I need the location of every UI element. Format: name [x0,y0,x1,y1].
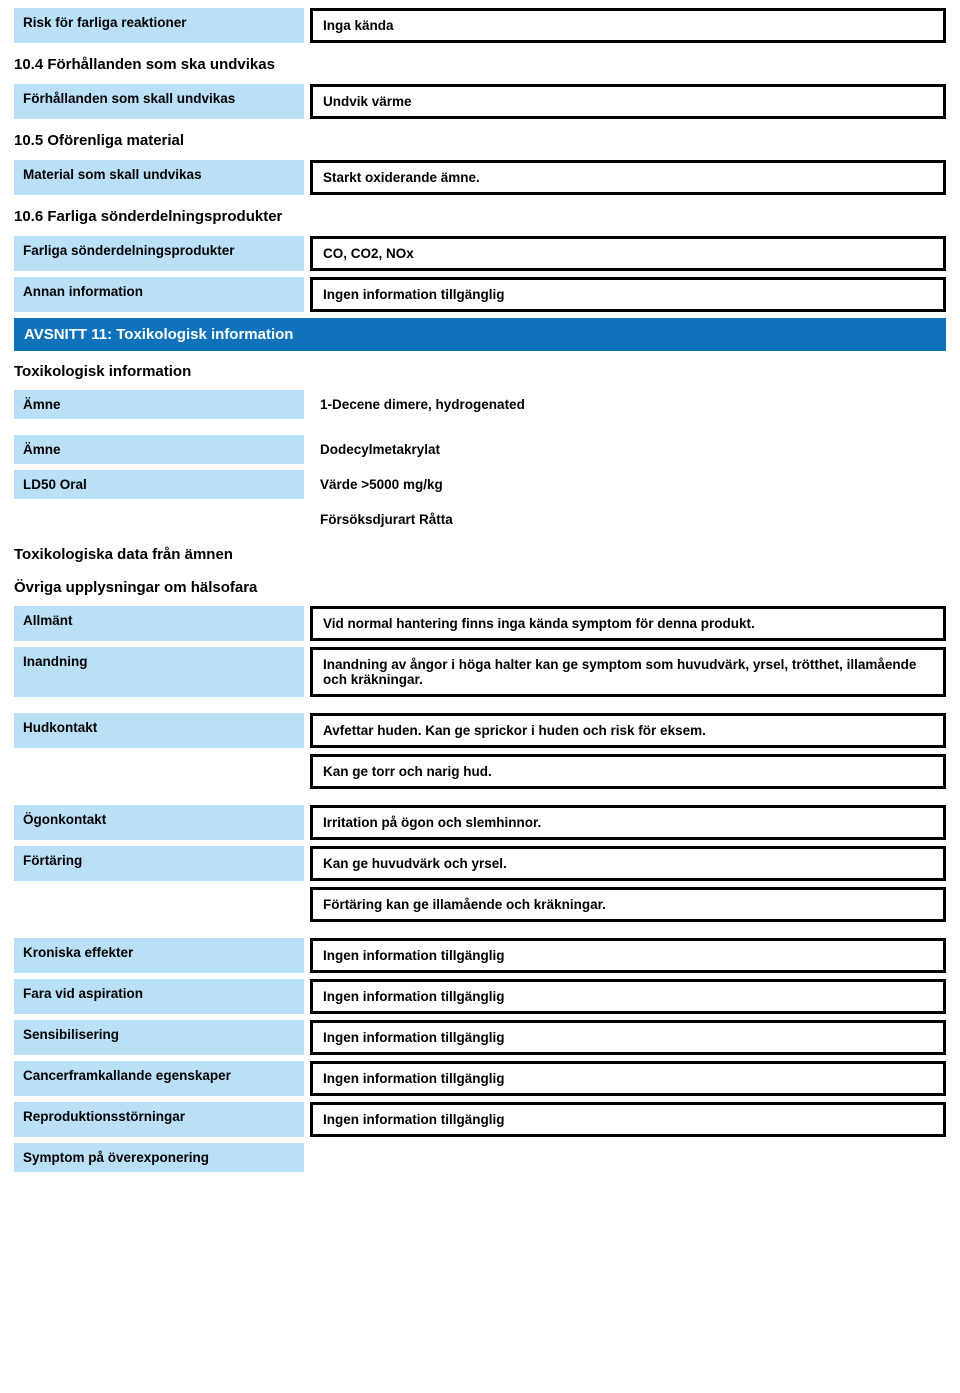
data-row: ÖgonkontaktIrritation på ögon och slemhi… [14,805,946,840]
data-row: FörtäringKan ge huvudvärk och yrsel. [14,846,946,881]
spacer [14,795,946,805]
heading: 10.6 Farliga sönderdelningsprodukter [14,201,946,232]
data-row: InandningInandning av ångor i höga halte… [14,647,946,697]
row-value: Ingen information tillgänglig [310,1102,946,1137]
data-row: Fara vid aspirationIngen information til… [14,979,946,1014]
data-row: Förtäring kan ge illamående och kräkning… [14,887,946,922]
row-label: Risk för farliga reaktioner [14,8,304,43]
data-row: Farliga sönderdelningsprodukterCO, CO2, … [14,236,946,271]
row-label: Sensibilisering [14,1020,304,1055]
row-label: Reproduktionsstörningar [14,1102,304,1137]
data-row: ÄmneDodecylmetakrylat [14,435,946,464]
data-row: Förhållanden som skall undvikasUndvik vä… [14,84,946,119]
row-label: Kroniska effekter [14,938,304,973]
row-value: Kan ge huvudvärk och yrsel. [310,846,946,881]
row-value: Förtäring kan ge illamående och kräkning… [310,887,946,922]
row-value: Ingen information tillgänglig [310,277,946,312]
row-value: Ingen information tillgänglig [310,1061,946,1096]
row-label: Ögonkontakt [14,805,304,840]
row-label: Material som skall undvikas [14,160,304,195]
data-row: LD50 OralVärde >5000 mg/kg [14,470,946,499]
spacer [14,703,946,713]
data-row: Annan informationIngen information tillg… [14,277,946,312]
row-value: Avfettar huden. Kan ge sprickor i huden … [310,713,946,748]
row-value: Dodecylmetakrylat [310,435,946,464]
data-row: AllmäntVid normal hantering finns inga k… [14,606,946,641]
subheading: Toxikologiska data från ämnen [14,540,946,569]
row-label: Förtäring [14,846,304,881]
row-label: Farliga sönderdelningsprodukter [14,236,304,271]
data-row: HudkontaktAvfettar huden. Kan ge spricko… [14,713,946,748]
data-row: Material som skall undvikasStarkt oxider… [14,160,946,195]
data-row: ReproduktionsstörningarIngen information… [14,1102,946,1137]
row-value: Ingen information tillgänglig [310,979,946,1014]
row-value: Försöksdjurart Råtta [310,505,946,534]
heading: 10.4 Förhållanden som ska undvikas [14,49,946,80]
row-label: Förhållanden som skall undvikas [14,84,304,119]
heading: 10.5 Oförenliga material [14,125,946,156]
row-value: 1-Decene dimere, hydrogenated [310,390,946,419]
data-row: Risk för farliga reaktionerInga kända [14,8,946,43]
row-label [14,505,304,534]
row-value: Starkt oxiderande ämne. [310,160,946,195]
data-row: Ämne1-Decene dimere, hydrogenated [14,390,946,419]
row-value: Värde >5000 mg/kg [310,470,946,499]
section-banner: AVSNITT 11: Toxikologisk information [14,318,946,351]
document-body: Risk för farliga reaktionerInga kända 10.… [14,8,946,1172]
row-value: Undvik värme [310,84,946,119]
row-label: Ämne [14,435,304,464]
row-value: Ingen information tillgänglig [310,938,946,973]
data-row: SensibiliseringIngen information tillgän… [14,1020,946,1055]
row-label [14,754,304,789]
row-label: Annan information [14,277,304,312]
row-value: Kan ge torr och narig hud. [310,754,946,789]
data-row: Kroniska effekterIngen information tillg… [14,938,946,973]
subheading: Toxikologisk information [14,357,946,386]
row-value: Inandning av ångor i höga halter kan ge … [310,647,946,697]
row-value: Vid normal hantering finns inga kända sy… [310,606,946,641]
spacer [14,425,946,435]
row-label: Inandning [14,647,304,697]
data-row: Försöksdjurart Råtta [14,505,946,534]
row-value: Ingen information tillgänglig [310,1020,946,1055]
row-value: Inga kända [310,8,946,43]
data-row: Symptom på överexponering [14,1143,946,1172]
row-label: Fara vid aspiration [14,979,304,1014]
row-label: Allmänt [14,606,304,641]
spacer [14,928,946,938]
data-row: Cancerframkallande egenskaperIngen infor… [14,1061,946,1096]
subheading: Övriga upplysningar om hälsofara [14,573,946,602]
data-row: Kan ge torr och narig hud. [14,754,946,789]
row-label: Symptom på överexponering [14,1143,304,1172]
row-label: Ämne [14,390,304,419]
row-label: Hudkontakt [14,713,304,748]
row-value: Irritation på ögon och slemhinnor. [310,805,946,840]
row-value: CO, CO2, NOx [310,236,946,271]
row-label [14,887,304,922]
row-label: LD50 Oral [14,470,304,499]
row-label: Cancerframkallande egenskaper [14,1061,304,1096]
